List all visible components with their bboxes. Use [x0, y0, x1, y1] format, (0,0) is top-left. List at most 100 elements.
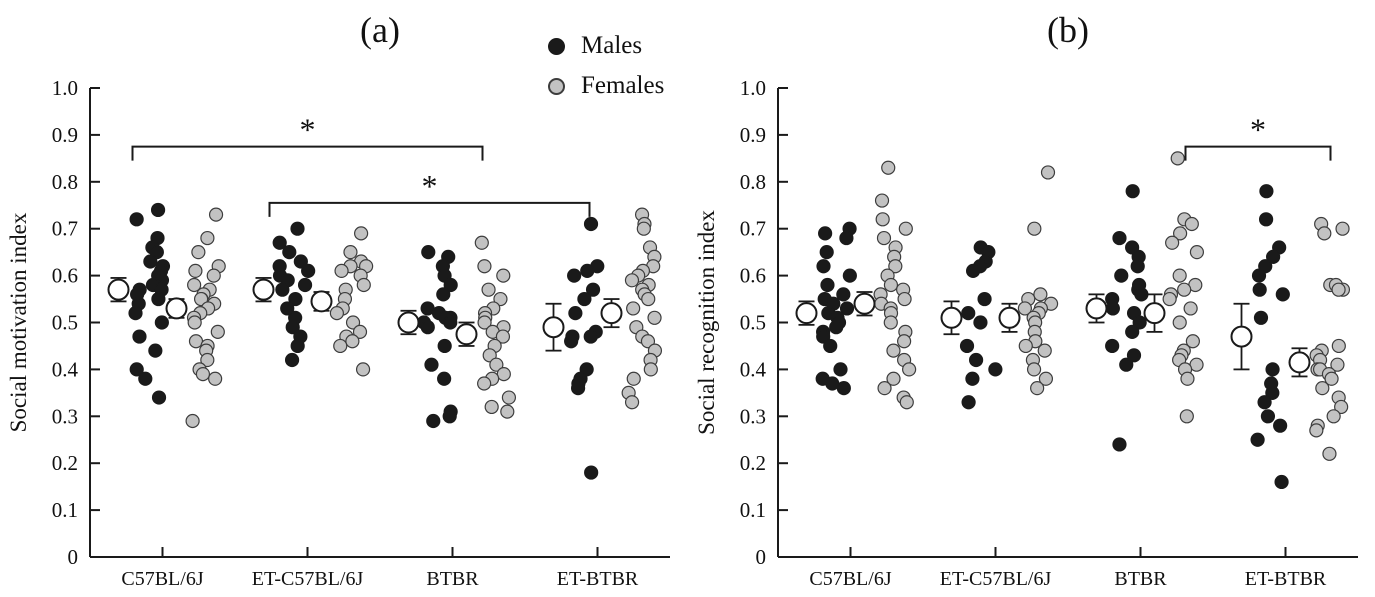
legend-item-females: Females	[548, 66, 664, 106]
legend: Males Females	[548, 26, 664, 106]
x-tick-label: C57BL/6J	[809, 568, 891, 590]
data-point-males	[148, 343, 163, 358]
data-point-males	[988, 362, 1003, 377]
data-point-females	[1322, 446, 1337, 461]
data-point-females	[881, 160, 896, 175]
x-tick-label: ET-C57BL/6J	[940, 568, 1052, 590]
data-point-females	[643, 362, 658, 377]
mean-marker-females	[600, 302, 623, 325]
data-point-males	[965, 371, 980, 386]
data-point-males	[564, 334, 579, 349]
data-point-males	[285, 320, 300, 335]
mean-marker-males	[252, 278, 275, 301]
data-point-males	[280, 301, 295, 316]
data-point-females	[883, 277, 899, 293]
data-point-males	[297, 277, 313, 293]
data-point-males	[819, 245, 834, 260]
data-point-males	[1274, 474, 1289, 490]
x-tick-label: ET-BTBR	[1245, 568, 1327, 590]
significance-asterisk: *	[1250, 112, 1266, 148]
data-point-males	[290, 338, 305, 354]
data-point-males	[833, 362, 848, 377]
data-point-males	[275, 282, 290, 297]
data-point-males	[836, 287, 851, 302]
data-point-females	[329, 306, 344, 321]
data-point-males	[1250, 432, 1265, 447]
data-point-males	[1258, 212, 1274, 227]
data-point-females	[636, 221, 651, 236]
data-point-females	[1317, 226, 1332, 241]
data-point-females	[210, 324, 225, 339]
y-tick-label: 0	[68, 545, 79, 569]
data-point-females	[1027, 221, 1042, 236]
data-point-females	[897, 291, 912, 307]
data-point-males	[583, 216, 599, 232]
data-point-males	[129, 362, 144, 377]
data-point-males	[1259, 184, 1274, 199]
data-point-females	[191, 245, 206, 260]
data-point-males	[288, 291, 303, 307]
x-tick-label: BTBR	[426, 568, 479, 590]
data-point-females	[1173, 226, 1188, 241]
data-point-males	[132, 329, 147, 344]
data-point-males	[584, 465, 599, 480]
data-point-males	[128, 306, 143, 321]
y-tick-label: 1.0	[740, 76, 766, 100]
data-point-females	[1026, 362, 1042, 377]
y-tick-label: 1.0	[52, 76, 78, 100]
y-tick-label: 0.5	[740, 311, 766, 335]
data-point-males	[436, 287, 451, 302]
data-point-males	[570, 381, 586, 396]
data-point-males	[420, 320, 435, 335]
mean-marker-males	[795, 302, 818, 325]
data-point-females	[185, 413, 200, 429]
data-point-males	[426, 413, 441, 429]
y-tick-label: 0	[756, 545, 767, 569]
y-tick-label: 0.4	[52, 357, 79, 381]
y-tick-label: 0.5	[52, 311, 78, 335]
data-point-males	[961, 306, 976, 321]
data-point-males	[968, 352, 984, 368]
data-point-females	[493, 291, 508, 307]
data-point-males	[1112, 437, 1127, 452]
data-point-females	[877, 381, 892, 396]
data-point-females	[1309, 423, 1324, 438]
y-tick-label: 0.1	[740, 498, 766, 522]
y-tick-label: 0.1	[52, 498, 78, 522]
data-point-females	[641, 291, 656, 307]
data-point-females	[356, 277, 371, 293]
data-point-females	[1165, 235, 1180, 250]
data-point-males	[138, 371, 153, 386]
data-point-males	[1275, 287, 1290, 302]
y-tick-label: 0.2	[52, 451, 78, 475]
data-point-females	[187, 277, 202, 293]
data-point-males	[1126, 348, 1142, 363]
y-tick-label: 0.6	[740, 264, 766, 288]
data-point-females	[354, 226, 369, 241]
data-point-females	[1331, 282, 1346, 297]
y-tick-label: 0.9	[740, 123, 766, 147]
data-point-females	[1162, 291, 1177, 307]
data-point-females	[355, 362, 371, 377]
data-point-females	[875, 212, 890, 227]
data-point-females	[888, 259, 903, 274]
data-point-males	[816, 259, 831, 274]
data-point-females	[1033, 287, 1048, 302]
data-point-males	[973, 315, 988, 330]
panel-title: (a)	[360, 10, 400, 50]
data-point-females	[188, 263, 203, 279]
data-point-males	[1132, 315, 1147, 330]
y-tick-label: 0.2	[740, 451, 766, 475]
data-point-females	[1334, 399, 1349, 415]
data-point-males	[966, 263, 981, 279]
data-point-females	[1331, 338, 1346, 354]
data-point-males	[151, 390, 167, 405]
data-point-males	[424, 357, 439, 372]
data-point-males	[437, 338, 452, 354]
significance-asterisk: *	[422, 168, 438, 204]
y-tick-label: 0.3	[740, 404, 766, 428]
y-tick-label: 0.3	[52, 404, 78, 428]
y-axis-label: Social motivation index	[6, 212, 31, 432]
mean-marker-males	[1085, 297, 1108, 320]
data-point-females	[1315, 381, 1330, 396]
